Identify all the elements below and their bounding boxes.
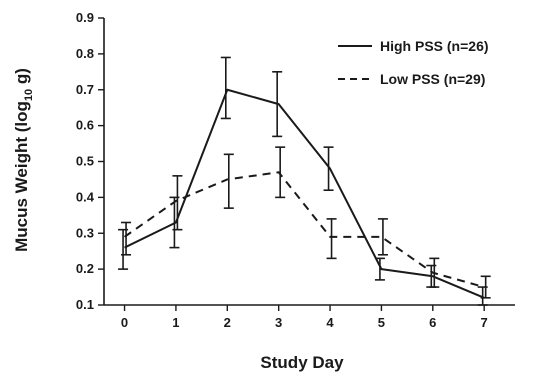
error-bar-high-pss <box>272 72 282 137</box>
x-tick-label: 0 <box>121 315 128 330</box>
y-ticks: 0.1 0.2 0.3 0.4 0.5 0.6 0.7 0.8 0.9 <box>76 10 104 312</box>
y-axis-title-end: g) <box>12 68 31 89</box>
legend-label-low-pss: Low PSS (n=29) <box>380 71 485 87</box>
legend: High PSS (n=26) Low PSS (n=29) <box>338 38 489 87</box>
x-tick-label: 2 <box>224 315 231 330</box>
x-tick-label: 6 <box>429 315 436 330</box>
error-bar-low-pss <box>327 219 337 258</box>
error-bar-high-pss <box>324 147 334 190</box>
x-tick-label: 4 <box>326 315 334 330</box>
y-tick-label: 0.1 <box>76 297 94 312</box>
y-tick-label: 0.5 <box>76 154 94 169</box>
y-tick-label: 0.6 <box>76 118 94 133</box>
x-tick-label: 1 <box>172 315 179 330</box>
y-tick-label: 0.8 <box>76 46 94 61</box>
x-ticks: 0 1 2 3 4 5 6 7 <box>121 305 488 330</box>
y-tick-label: 0.3 <box>76 225 94 240</box>
y-tick-label: 0.9 <box>76 10 94 25</box>
y-axis-title: Mucus Weight (log10 g) <box>12 68 35 252</box>
x-tick-label: 7 <box>481 315 488 330</box>
x-tick-label: 3 <box>275 315 282 330</box>
series-group <box>118 57 491 305</box>
axes <box>104 18 515 305</box>
x-axis-title: Study Day <box>260 353 344 372</box>
y-tick-label: 0.4 <box>76 189 95 204</box>
y-tick-label: 0.2 <box>76 261 94 276</box>
y-axis-title-subscript: 10 <box>23 89 35 101</box>
error-bar-low-pss <box>378 219 388 255</box>
error-bar-high-pss <box>221 57 231 118</box>
legend-label-high-pss: High PSS (n=26) <box>380 38 489 54</box>
y-tick-label: 0.7 <box>76 82 94 97</box>
series-line-high-pss <box>125 90 485 298</box>
y-axis-title-main: Mucus Weight (log <box>12 101 31 252</box>
x-tick-label: 5 <box>378 315 385 330</box>
